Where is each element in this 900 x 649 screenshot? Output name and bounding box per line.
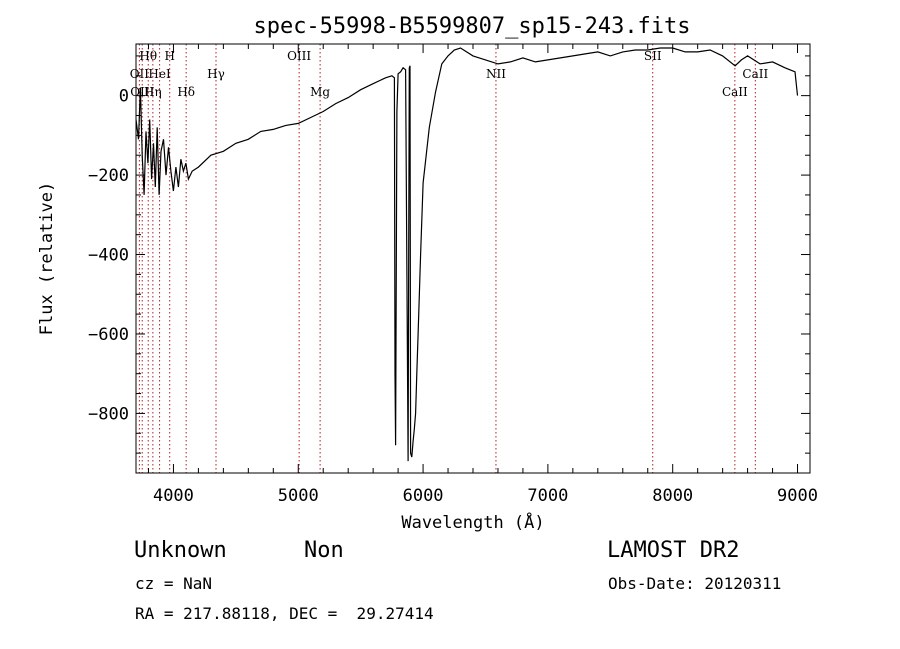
y-axis: 0 −200 −400 −600 −800 (88, 55, 810, 454)
x-axis: 4000 5000 6000 7000 8000 9000 (147, 44, 818, 506)
x-tick-label: 9000 (777, 486, 818, 506)
object-class: Unknown (134, 538, 227, 563)
plot-frame (135, 43, 811, 474)
x-tick-label: 6000 (403, 486, 444, 506)
y-tick-label: −800 (88, 404, 129, 424)
coordinates-readout: RA = 217.88118, DEC = 29.27414 (135, 604, 434, 623)
spectral-line-label: NII (486, 67, 506, 81)
x-tick-label: 7000 (527, 486, 568, 506)
x-tick-label: 8000 (652, 486, 693, 506)
spectral-line-label: SII (644, 49, 662, 63)
y-tick-label: −400 (88, 246, 129, 266)
observation-date: Obs-Date: 20120311 (608, 574, 782, 593)
spectral-line-label: OIII (287, 49, 311, 63)
redshift-readout: cz = NaN (135, 574, 213, 593)
spectrum-chart: spec-55998-B5599807_sp15-243.fits OII OII… (37, 14, 818, 533)
spectral-line-label: Hθ (139, 49, 157, 63)
spectral-line-label: HeI (148, 67, 171, 81)
y-tick-label: 0 (119, 87, 129, 107)
spectral-line-label: CaII (742, 67, 768, 81)
survey-name: LAMOST DR2 (607, 538, 740, 563)
spectral-line-label: Hη (144, 85, 162, 99)
y-tick-label: −600 (88, 325, 129, 345)
x-axis-label: Wavelength (Å) (401, 511, 544, 533)
y-tick-label: −200 (88, 166, 129, 186)
object-subclass: Non (304, 538, 344, 563)
chart-title: spec-55998-B5599807_sp15-243.fits (253, 14, 690, 39)
spectrum-line (136, 47, 799, 462)
spectral-line-label: Hγ (207, 67, 225, 81)
spectral-line-label: Mg (310, 85, 330, 99)
spectral-line-label: OII (130, 67, 150, 81)
plot-area (136, 47, 799, 462)
x-tick-label: 5000 (278, 486, 319, 506)
y-axis-label: Flux (relative) (37, 182, 57, 336)
spectral-line-label: CaII (722, 85, 748, 99)
x-tick-label: 4000 (153, 486, 194, 506)
spectral-line-label: H (164, 49, 174, 63)
spectral-line-label: Hδ (177, 85, 195, 99)
